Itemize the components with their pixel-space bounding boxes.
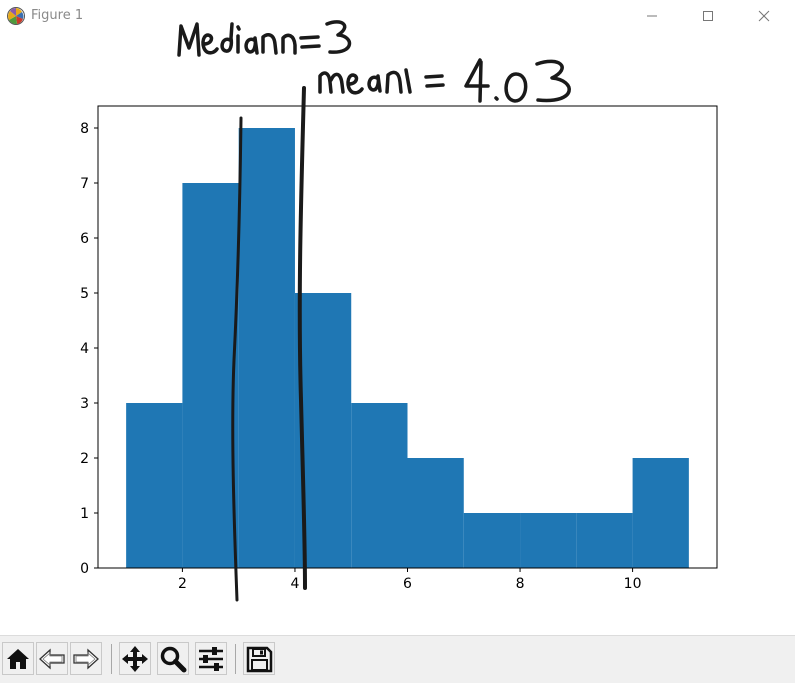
title-bar: Figure 1	[0, 0, 795, 32]
histogram-bar	[463, 513, 521, 568]
y-tick-label: 2	[80, 451, 89, 467]
save-icon	[246, 646, 273, 672]
zoom-icon	[160, 646, 187, 672]
window-title: Figure 1	[31, 8, 84, 23]
home-icon	[7, 648, 29, 669]
save-button[interactable]	[243, 642, 275, 675]
pan-icon	[122, 645, 148, 672]
x-axis-ticks: 2 4 6 8 10	[178, 568, 642, 592]
x-tick-label: 10	[624, 576, 642, 592]
x-tick-label: 4	[290, 576, 299, 592]
back-button[interactable]	[36, 642, 68, 675]
toolbar-separator	[235, 644, 236, 674]
forward-icon	[73, 648, 99, 669]
close-icon	[758, 10, 770, 22]
y-tick-label: 7	[80, 176, 89, 192]
histogram-bar	[576, 513, 633, 568]
median-label-handwriting	[177, 20, 352, 57]
maximize-button[interactable]	[685, 0, 731, 32]
figure-canvas: 2 4 6 8 10 0 1 2 3 4 5 6 7 8	[80, 20, 718, 602]
maximize-icon	[703, 11, 713, 21]
histogram-bar	[407, 458, 464, 568]
x-tick-label: 8	[516, 576, 525, 592]
histogram-bar	[632, 458, 689, 568]
zoom-button[interactable]	[157, 642, 189, 675]
y-tick-label: 6	[80, 231, 89, 247]
histogram-bar	[126, 403, 183, 568]
back-icon	[39, 648, 65, 669]
minimize-icon	[647, 15, 657, 17]
x-tick-label: 2	[178, 576, 187, 592]
histogram-bar	[351, 403, 408, 568]
forward-button[interactable]	[70, 642, 102, 675]
configure-subplots-button[interactable]	[195, 642, 227, 675]
configure-subplots-icon	[199, 646, 223, 671]
y-tick-label: 3	[80, 396, 89, 412]
minimize-button[interactable]	[629, 0, 675, 32]
y-tick-label: 0	[80, 561, 89, 577]
close-button[interactable]	[741, 0, 787, 32]
mean-label-handwriting	[318, 58, 571, 103]
y-axis-ticks: 0 1 2 3 4 5 6 7 8	[80, 121, 98, 577]
median-line	[231, 116, 243, 602]
y-tick-label: 1	[80, 506, 89, 522]
histogram-bar	[238, 128, 295, 568]
matplotlib-logo-icon	[6, 6, 26, 26]
y-tick-label: 8	[80, 121, 89, 137]
mean-line	[297, 86, 307, 590]
home-button[interactable]	[2, 642, 34, 675]
navigation-toolbar	[0, 635, 795, 683]
handwritten-annotations	[177, 20, 571, 602]
y-tick-label: 4	[80, 341, 89, 357]
histogram-bars	[126, 128, 689, 568]
y-tick-label: 5	[80, 286, 89, 302]
toolbar-separator	[111, 644, 112, 674]
x-tick-label: 6	[403, 576, 412, 592]
pan-button[interactable]	[119, 642, 151, 675]
histogram-bar	[182, 183, 239, 568]
histogram-bar	[520, 513, 577, 568]
